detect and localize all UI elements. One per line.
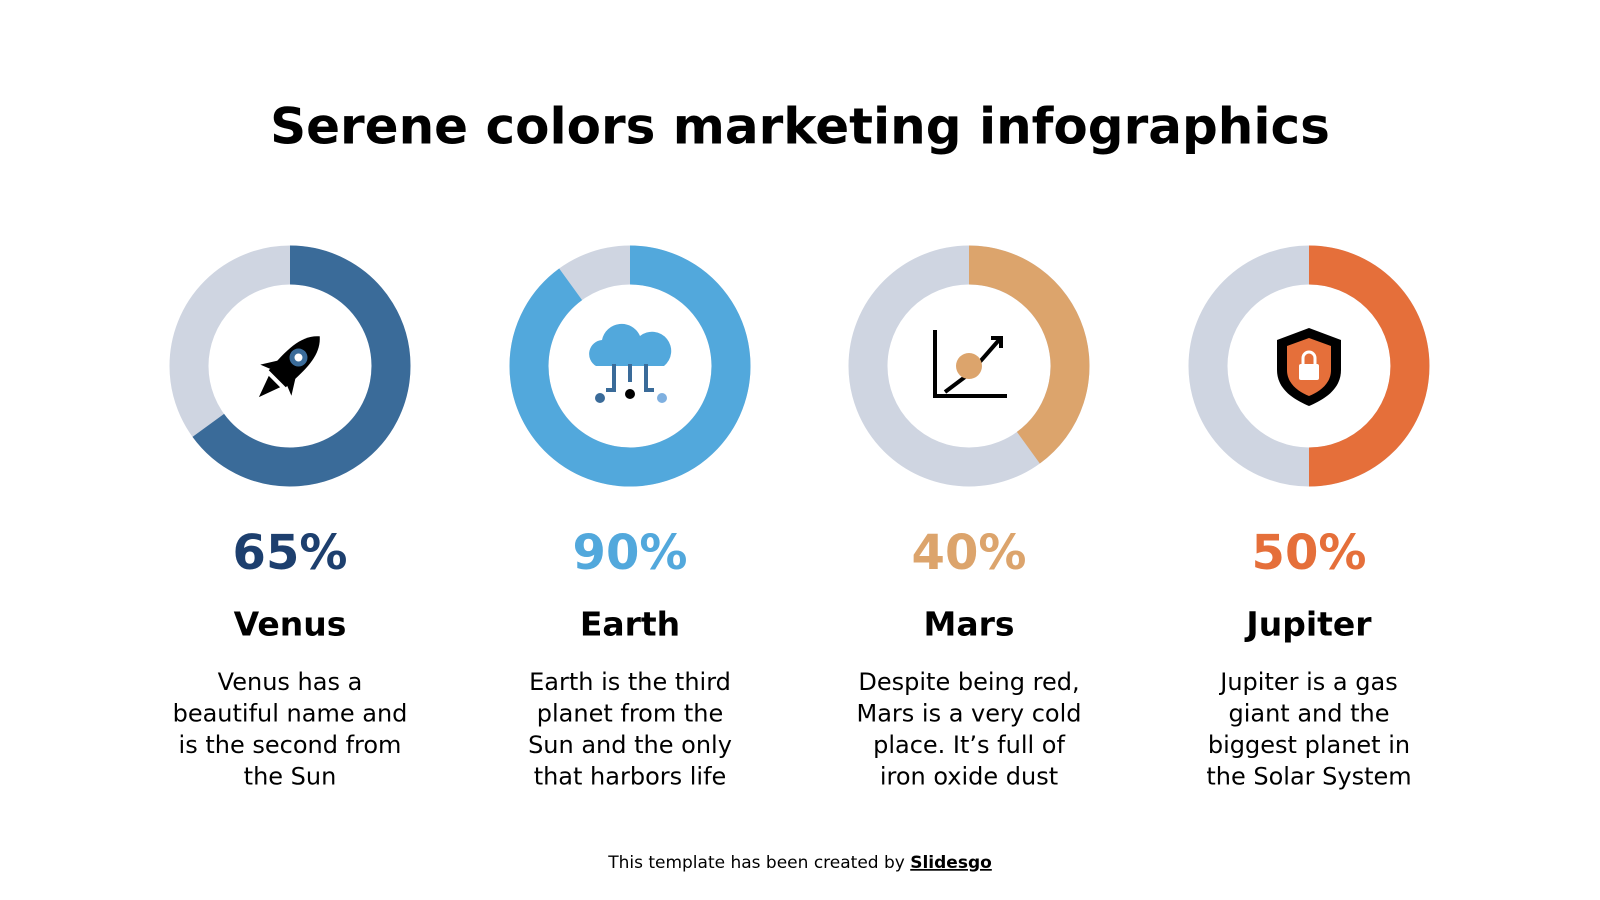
cloud-icon — [589, 323, 672, 403]
percent-label: 90% — [573, 525, 688, 581]
shield-icon — [1277, 328, 1341, 406]
percent-label: 65% — [233, 525, 348, 581]
planet-name: Venus — [234, 605, 347, 644]
description-line: the Solar System — [1206, 763, 1411, 791]
planet-name: Jupiter — [1244, 605, 1372, 644]
percent-label: 50% — [1252, 525, 1367, 581]
rocket-icon — [258, 336, 320, 398]
description-line: Jupiter is a gas — [1218, 668, 1397, 696]
description-line: that harbors life — [534, 763, 727, 791]
description-line: biggest planet in — [1208, 731, 1410, 759]
description-line: Venus has a — [218, 668, 363, 696]
footer-link[interactable]: Slidesgo — [910, 853, 992, 873]
description-line: giant and the — [1228, 700, 1389, 728]
donut-arc — [192, 245, 411, 487]
donut-arc — [1308, 245, 1430, 487]
description-line: the Sun — [244, 763, 337, 791]
description-line: is the second from — [179, 731, 402, 759]
description-line: planet from the — [537, 700, 724, 728]
footer-text: This template has been created by — [607, 853, 905, 873]
footer: This template has been created by Slides… — [607, 853, 992, 873]
planet-name: Mars — [923, 605, 1014, 644]
chart-icon — [933, 330, 1007, 398]
donut-arc — [968, 245, 1090, 464]
description-line: place. It’s full of — [873, 731, 1065, 759]
planet-name: Earth — [580, 605, 680, 644]
description-line: Sun and the only — [528, 731, 732, 759]
donut-arc — [509, 245, 751, 487]
title: Serene colors marketing infographics — [270, 98, 1330, 156]
description-line: iron oxide dust — [880, 763, 1058, 791]
description-line: Earth is the third — [529, 668, 731, 696]
percent-label: 40% — [912, 525, 1027, 581]
description-line: Mars is a very cold — [857, 700, 1082, 728]
description-line: beautiful name and — [173, 700, 408, 728]
description-line: Despite being red, — [858, 668, 1079, 696]
